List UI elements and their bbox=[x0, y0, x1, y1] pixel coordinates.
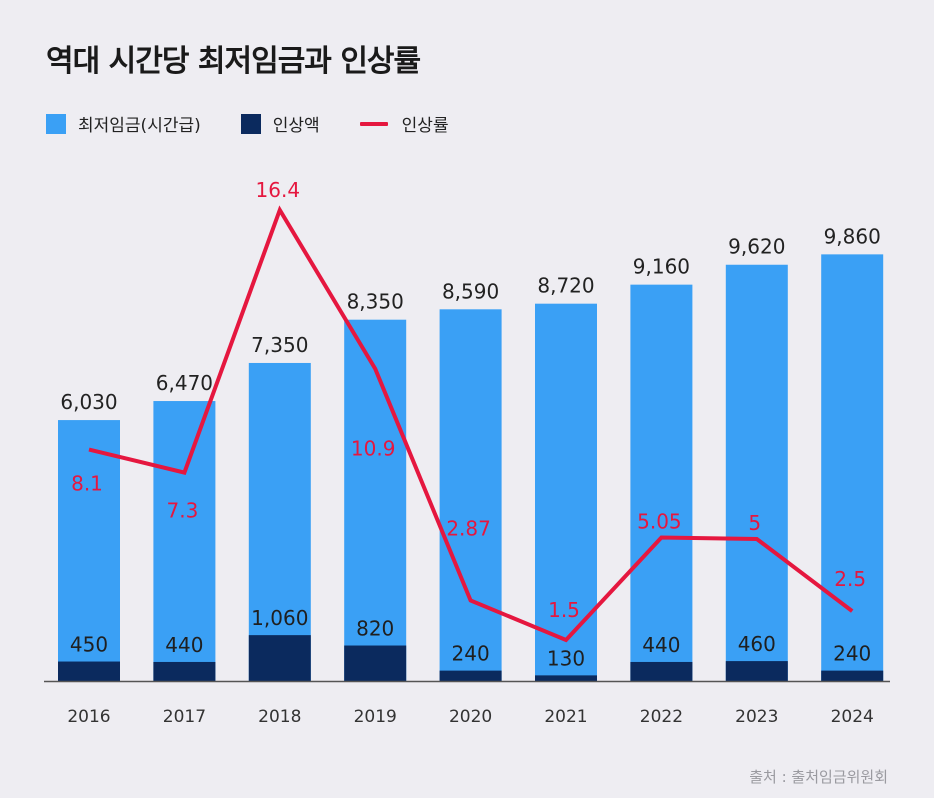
label-increase-2018: 1,060 bbox=[251, 606, 308, 630]
legend-label-rate: 인상률 bbox=[401, 116, 449, 136]
bar-wage-2022 bbox=[630, 284, 693, 681]
x-tick-2022: 2022 bbox=[640, 707, 683, 727]
label-rate-2023: 5 bbox=[748, 511, 761, 535]
legend: 최저임금(시간급) 인상액 인상률 bbox=[46, 111, 489, 136]
label-increase-2024: 240 bbox=[833, 642, 871, 666]
label-increase-2017: 440 bbox=[165, 633, 203, 657]
label-increase-2020: 240 bbox=[452, 642, 490, 666]
source-note: 출처 : 출처임금위원회 bbox=[749, 768, 888, 786]
bar-wage-2021 bbox=[535, 303, 597, 681]
label-rate-2024: 2.5 bbox=[834, 567, 866, 591]
legend-item-wage: 최저임금(시간급) bbox=[46, 111, 201, 136]
label-rate-2016: 8.1 bbox=[71, 472, 103, 496]
label-wage-2023: 9,620 bbox=[728, 235, 785, 259]
label-wage-2022: 9,160 bbox=[633, 255, 690, 279]
label-wage-2024: 9,860 bbox=[824, 224, 881, 248]
label-rate-2021: 1.5 bbox=[548, 598, 580, 622]
x-tick-2016: 2016 bbox=[67, 707, 110, 727]
legend-swatch-wage bbox=[46, 113, 66, 134]
label-increase-2022: 440 bbox=[642, 633, 680, 657]
x-tick-2023: 2023 bbox=[735, 707, 778, 727]
bar-increase-2021 bbox=[535, 675, 597, 681]
bar-increase-2024 bbox=[821, 670, 884, 681]
x-tick-2019: 2019 bbox=[354, 707, 397, 727]
bar-wage-2023 bbox=[725, 264, 788, 681]
label-wage-2017: 6,470 bbox=[156, 371, 213, 395]
legend-item-rate: 인상률 bbox=[359, 111, 449, 136]
label-increase-2019: 820 bbox=[356, 617, 394, 641]
label-rate-2017: 7.3 bbox=[166, 499, 198, 523]
x-tick-2017: 2017 bbox=[163, 707, 206, 727]
label-increase-2016: 450 bbox=[70, 633, 108, 657]
bar-wage-2016 bbox=[58, 420, 120, 681]
label-increase-2021: 130 bbox=[547, 646, 585, 670]
label-rate-2018: 16.4 bbox=[256, 178, 301, 202]
legend-swatch-rate bbox=[359, 121, 388, 126]
bar-increase-2023 bbox=[725, 661, 788, 681]
bar-wage-2017 bbox=[153, 401, 216, 681]
legend-swatch-increase bbox=[240, 113, 261, 134]
x-tick-2024: 2024 bbox=[831, 707, 874, 727]
label-wage-2020: 8,590 bbox=[442, 279, 499, 303]
bar-increase-2018 bbox=[248, 635, 311, 681]
bar-increase-2017 bbox=[153, 661, 216, 681]
label-rate-2020: 2.87 bbox=[446, 516, 491, 540]
label-increase-2023: 460 bbox=[738, 632, 776, 656]
label-rate-2019: 10.9 bbox=[351, 437, 396, 461]
x-tick-2018: 2018 bbox=[258, 707, 301, 727]
legend-label-wage: 최저임금(시간급) bbox=[78, 116, 201, 136]
legend-label-increase: 인상액 bbox=[272, 116, 320, 136]
label-rate-2022: 5.05 bbox=[637, 510, 682, 534]
chart-title: 역대 시간당 최저임금과 인상률 bbox=[46, 44, 421, 79]
line-rate bbox=[88, 205, 854, 643]
x-tick-2020: 2020 bbox=[449, 707, 492, 727]
bar-wage-2020 bbox=[439, 309, 502, 681]
x-tick-2021: 2021 bbox=[544, 707, 587, 727]
bar-wage-2019 bbox=[344, 319, 407, 681]
bar-increase-2016 bbox=[58, 661, 120, 681]
bar-increase-2022 bbox=[630, 661, 693, 681]
label-wage-2019: 8,350 bbox=[347, 290, 404, 314]
bar-wage-2024 bbox=[821, 254, 884, 682]
bar-wage-2018 bbox=[248, 362, 311, 681]
label-wage-2021: 8,720 bbox=[537, 274, 594, 298]
legend-item-increase: 인상액 bbox=[240, 111, 320, 136]
label-wage-2016: 6,030 bbox=[60, 390, 117, 414]
bar-increase-2019 bbox=[344, 645, 407, 681]
label-wage-2018: 7,350 bbox=[251, 333, 308, 357]
bar-increase-2020 bbox=[439, 670, 502, 681]
